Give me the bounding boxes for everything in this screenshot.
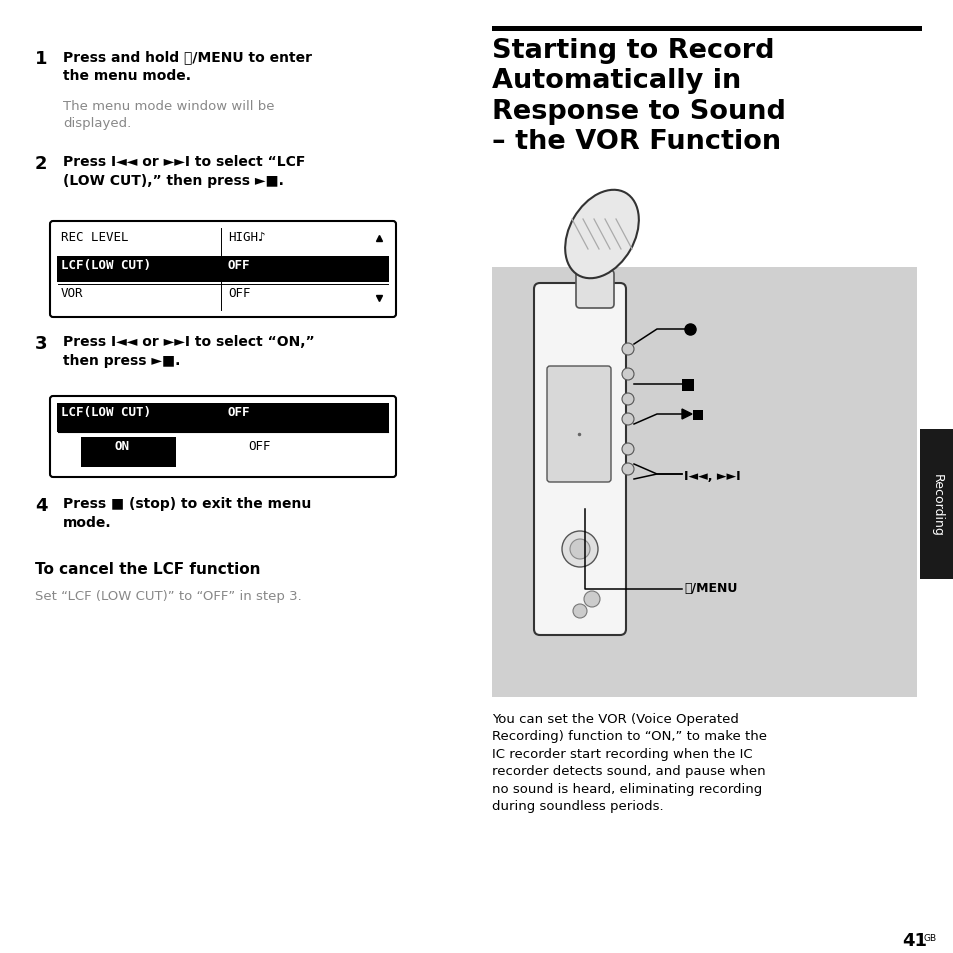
Text: 41: 41 <box>901 931 926 949</box>
Text: REC LEVEL: REC LEVEL <box>61 231 129 244</box>
Text: You can set the VOR (Voice Operated
Recording) function to “ON,” to make the
IC : You can set the VOR (Voice Operated Reco… <box>492 712 766 813</box>
Polygon shape <box>681 410 691 419</box>
Circle shape <box>583 592 599 607</box>
FancyBboxPatch shape <box>50 222 395 317</box>
Text: ⎕/MENU: ⎕/MENU <box>683 581 737 595</box>
Text: LCF(LOW CUT): LCF(LOW CUT) <box>61 258 151 272</box>
Text: To cancel the LCF function: To cancel the LCF function <box>35 561 260 577</box>
FancyBboxPatch shape <box>576 271 614 309</box>
Text: Press I◄◄ or ►►I to select “LCF
(LOW CUT),” then press ►■.: Press I◄◄ or ►►I to select “LCF (LOW CUT… <box>63 154 305 188</box>
Text: GB: GB <box>923 933 936 942</box>
Text: LCF(LOW CUT): LCF(LOW CUT) <box>61 406 151 418</box>
Text: VOR: VOR <box>61 287 84 299</box>
Circle shape <box>621 414 634 426</box>
Text: Press I◄◄ or ►►I to select “ON,”
then press ►■.: Press I◄◄ or ►►I to select “ON,” then pr… <box>63 335 314 368</box>
Bar <box>681 379 693 392</box>
Circle shape <box>621 463 634 476</box>
Text: Press and hold ⎕/MENU to enter
the menu mode.: Press and hold ⎕/MENU to enter the menu … <box>63 50 312 83</box>
Text: Recording: Recording <box>929 473 943 536</box>
Circle shape <box>621 443 634 456</box>
Circle shape <box>621 394 634 406</box>
Bar <box>57 403 389 433</box>
Circle shape <box>621 344 634 355</box>
Text: 4: 4 <box>35 497 48 515</box>
FancyBboxPatch shape <box>546 367 610 482</box>
Text: ON: ON <box>115 439 130 453</box>
Circle shape <box>573 604 586 618</box>
Text: HIGH♪: HIGH♪ <box>228 231 265 244</box>
FancyBboxPatch shape <box>534 284 625 636</box>
Circle shape <box>569 539 589 559</box>
Ellipse shape <box>564 191 639 279</box>
Text: OFF: OFF <box>228 287 251 299</box>
FancyBboxPatch shape <box>50 396 395 477</box>
Circle shape <box>621 369 634 380</box>
Bar <box>692 411 702 420</box>
Text: 2: 2 <box>35 154 48 172</box>
Bar <box>81 437 175 468</box>
Text: 3: 3 <box>35 335 48 353</box>
Text: OFF: OFF <box>248 439 271 453</box>
Text: The menu mode window will be
displayed.: The menu mode window will be displayed. <box>63 100 274 130</box>
Text: Set “LCF (LOW CUT)” to “OFF” in step 3.: Set “LCF (LOW CUT)” to “OFF” in step 3. <box>35 589 301 602</box>
Text: Starting to Record
Automatically in
Response to Sound
– the VOR Function: Starting to Record Automatically in Resp… <box>492 38 785 155</box>
Bar <box>919 430 953 579</box>
Text: Press ■ (stop) to exit the menu
mode.: Press ■ (stop) to exit the menu mode. <box>63 497 311 530</box>
Text: OFF: OFF <box>228 258 251 272</box>
Bar <box>492 27 921 32</box>
Bar <box>57 256 389 283</box>
Circle shape <box>561 532 598 567</box>
Text: 1: 1 <box>35 50 48 68</box>
Bar <box>492 268 916 698</box>
Text: OFF: OFF <box>228 406 251 418</box>
Text: I◄◄, ►►I: I◄◄, ►►I <box>683 470 740 482</box>
